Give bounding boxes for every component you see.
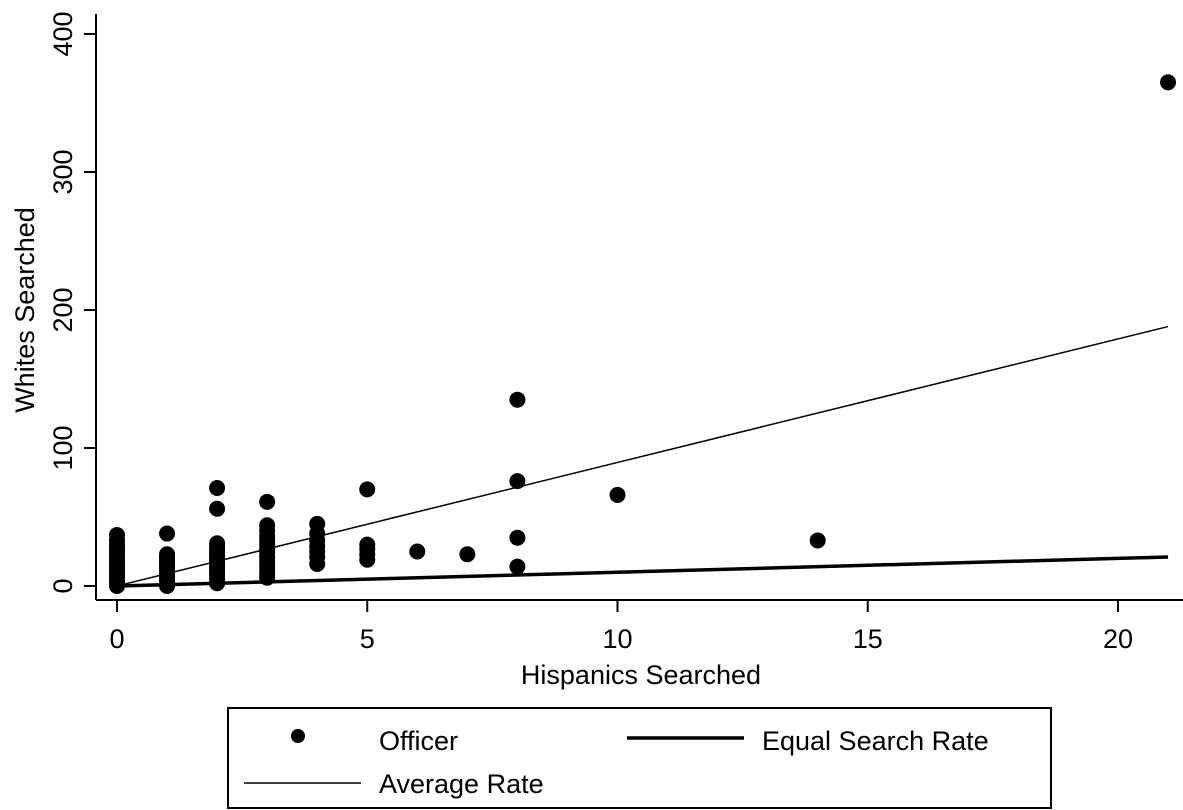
x-tick-label: 10	[602, 624, 632, 654]
legend: Officer Equal Search Rate Average Rate	[227, 707, 1052, 809]
officer-point	[259, 517, 276, 534]
average-rate-line	[116, 325, 1169, 587]
officer-point	[209, 480, 226, 497]
legend-officer-marker	[291, 729, 305, 743]
legend-average-rate-label: Average Rate	[379, 769, 544, 799]
officer-point	[159, 546, 176, 563]
legend-officer-label: Officer	[379, 726, 458, 756]
officer-point	[509, 558, 526, 575]
x-axis-ticks: 0 5 10 15 20	[109, 600, 1133, 654]
officer-point	[509, 529, 526, 546]
officer-point	[609, 486, 626, 503]
officer-point	[809, 532, 826, 549]
officer-point	[209, 535, 226, 552]
officer-point	[159, 525, 176, 542]
officer-point	[409, 543, 426, 560]
x-tick-label: 20	[1103, 624, 1133, 654]
legend-equal-rate-label: Equal Search Rate	[762, 726, 989, 756]
legend-box	[227, 707, 1052, 809]
officer-point	[209, 500, 226, 517]
x-axis-label: Hispanics Searched	[521, 660, 761, 690]
officer-point	[259, 493, 276, 510]
officer-points	[109, 74, 1177, 594]
x-tick-label: 5	[360, 624, 375, 654]
y-tick-label: 200	[48, 287, 78, 332]
y-tick-label: 400	[48, 11, 78, 56]
y-tick-label: 0	[48, 578, 78, 593]
y-axis-ticks: 0 100 200 300 400	[48, 11, 96, 594]
x-tick-label: 15	[853, 624, 883, 654]
x-tick-label: 0	[109, 624, 124, 654]
y-tick-label: 300	[48, 149, 78, 194]
officer-point	[509, 391, 526, 408]
officer-point	[359, 481, 376, 498]
y-axis-label: Whites Searched	[10, 207, 40, 413]
officer-point	[109, 526, 125, 543]
officer-point	[509, 473, 526, 490]
officer-point	[1160, 74, 1177, 91]
officer-point	[359, 536, 376, 553]
series-lines	[116, 325, 1169, 588]
officer-point	[459, 546, 476, 563]
plot-area: 0 100 200 300 400 0 5 10 15 20	[48, 11, 1183, 654]
equal-search-rate-line	[116, 555, 1169, 588]
y-tick-label: 100	[48, 425, 78, 470]
officer-point	[309, 515, 326, 532]
